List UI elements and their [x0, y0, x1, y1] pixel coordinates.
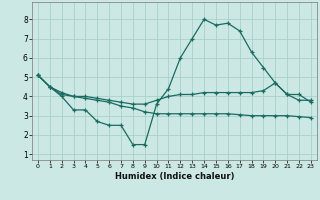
X-axis label: Humidex (Indice chaleur): Humidex (Indice chaleur)	[115, 172, 234, 181]
